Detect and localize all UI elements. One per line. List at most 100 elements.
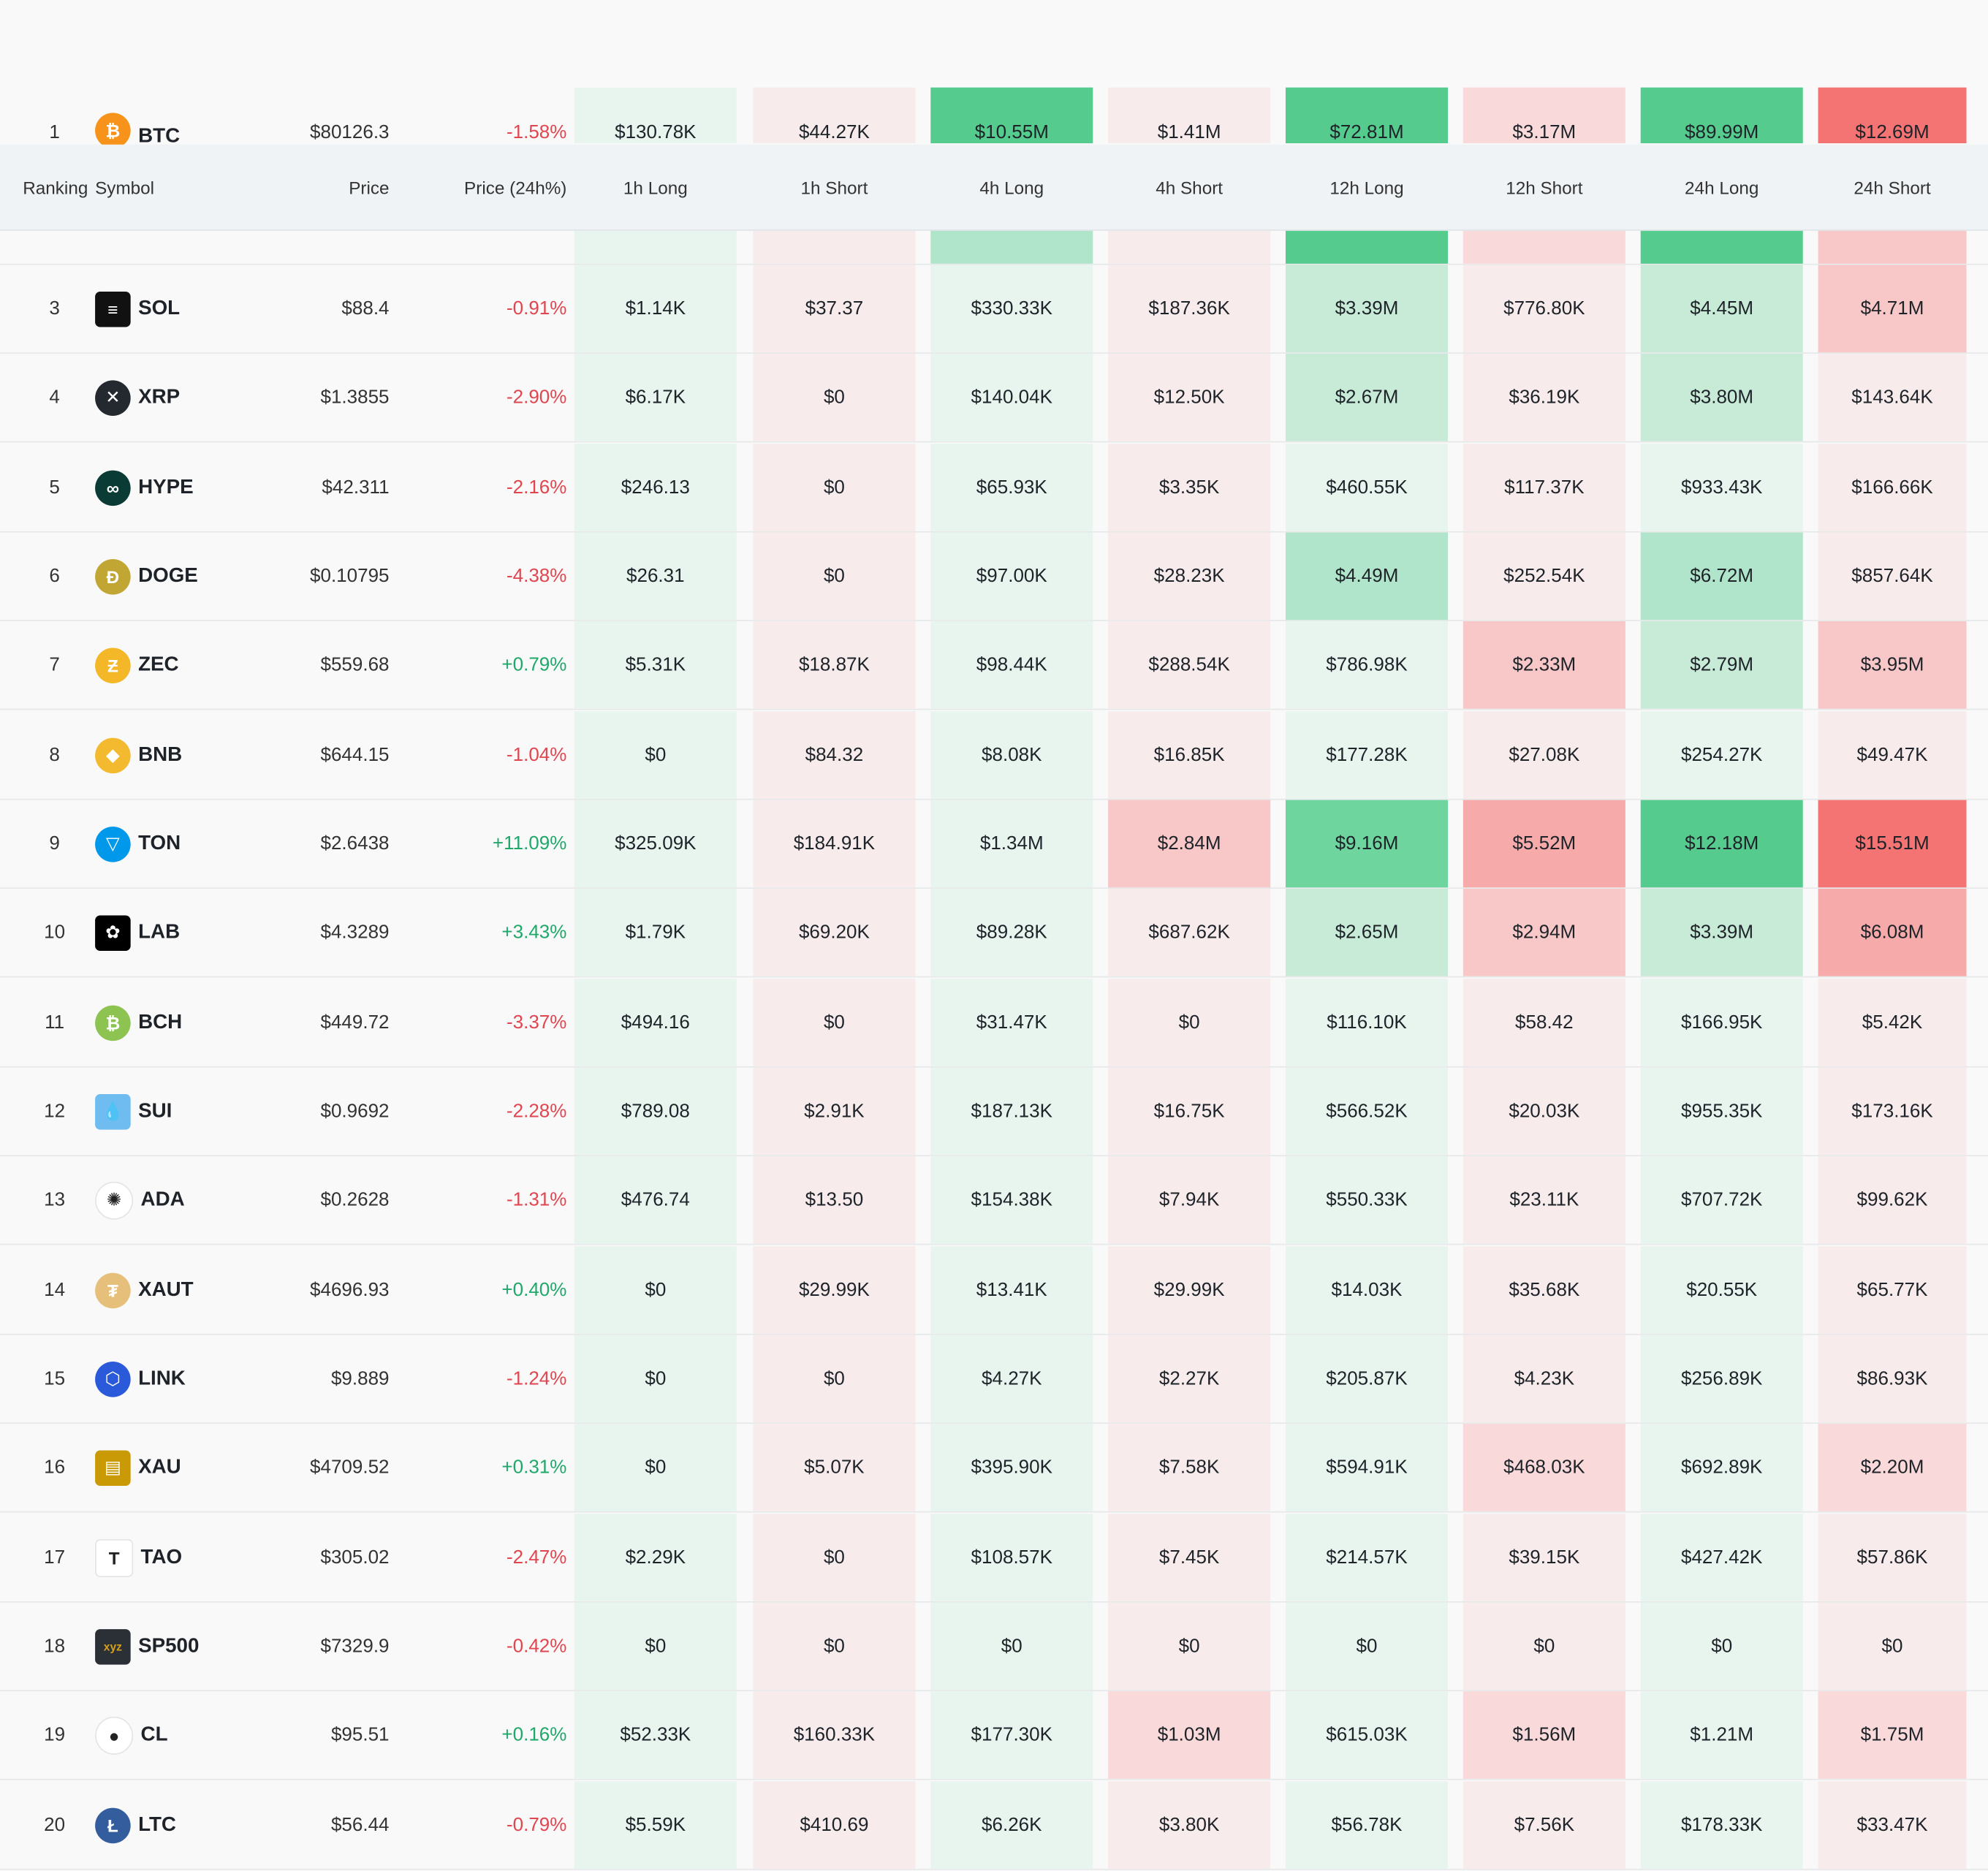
table-row[interactable]: 8 ◆ BNB $644.15 -1.04% $0 $84.32 $8.08K $16…: [0, 711, 1988, 800]
liquidation-24h-short: $57.86K: [1818, 1514, 1967, 1601]
header-symbol[interactable]: Symbol: [95, 176, 155, 197]
header-ranking[interactable]: Ranking: [23, 176, 88, 197]
liquidation-4h-long: $31.47K: [930, 979, 1093, 1066]
liquidation-4h-long: $0: [930, 1602, 1093, 1690]
symbol: LTC: [138, 1813, 176, 1835]
symbol-cell[interactable]: ✿ LAB: [95, 889, 273, 976]
header-price[interactable]: Price: [349, 176, 390, 197]
liquidation-12h-short: $5.52M: [1462, 800, 1625, 888]
table-row[interactable]: 6 Ð DOGE $0.10795 -4.38% $26.31 $0 $97.00K…: [0, 532, 1988, 622]
table-row[interactable]: 10 ✿ LAB $4.3289 +3.43% $1.79K $69.20K $89…: [0, 889, 1988, 978]
symbol-cell[interactable]: 💧 SUI: [95, 1068, 273, 1155]
price: $88.4: [341, 297, 390, 320]
symbol-cell[interactable]: ▽ TON: [95, 800, 273, 888]
liquidation-1h-short: $0: [753, 979, 916, 1066]
rank: 15: [44, 1367, 66, 1390]
symbol-cell[interactable]: Ł LTC: [95, 1781, 273, 1869]
symbol-cell[interactable]: ✕ XRP: [95, 354, 273, 441]
liquidation-4h-short: $12.50K: [1108, 353, 1271, 441]
symbol: ZEC: [138, 653, 179, 675]
symbol-cell[interactable]: ● CL: [95, 1691, 273, 1779]
symbol-cell[interactable]: T TAO: [95, 1514, 273, 1601]
liquidation-12h-long: $116.10K: [1285, 979, 1449, 1066]
liquidation-24h-short: $3.95M: [1818, 621, 1967, 709]
table-row[interactable]: 1 ₿ BTC $80126.3 -1.58% $130.78K $44.27K $…: [0, 87, 1988, 177]
symbol-cell[interactable]: ∞ HYPE: [95, 444, 273, 531]
liquidation-1h-short: $37.37: [753, 265, 916, 353]
price-change: -2.28%: [506, 1100, 567, 1123]
liquidation-4h-short: $2.84M: [1108, 800, 1271, 888]
table-row[interactable]: 3 ≡ SOL $88.4 -0.91% $1.14K $37.37 $330.33…: [0, 265, 1988, 354]
symbol: XRP: [138, 386, 181, 408]
table-row[interactable]: 19 ● CL $95.51 +0.16% $52.33K $160.33K $17…: [0, 1691, 1988, 1780]
header-4h-short[interactable]: 4h Short: [1156, 176, 1223, 197]
liquidation-24h-short: $2.20M: [1818, 1424, 1967, 1511]
liquidation-24h-long: $3.80M: [1640, 353, 1803, 441]
symbol: BNB: [138, 743, 183, 765]
liquidation-12h-long: $566.52K: [1285, 1067, 1449, 1155]
liquidation-1h-long: $26.31: [574, 532, 737, 620]
table-row[interactable]: 4 ✕ XRP $1.3855 -2.90% $6.17K $0 $140.04K $…: [0, 353, 1988, 443]
table-row[interactable]: 17 T TAO $305.02 -2.47% $2.29K $0 $108.57K…: [0, 1514, 1988, 1603]
header-1h-short[interactable]: 1h Short: [800, 176, 868, 197]
liquidation-4h-short: $0: [1108, 1602, 1271, 1690]
liquidation-12h-short: $23.11K: [1462, 1156, 1625, 1244]
symbol: LINK: [138, 1367, 186, 1389]
symbol-cell[interactable]: Ƶ ZEC: [95, 621, 273, 709]
table-row[interactable]: 12 💧 SUI $0.9692 -2.28% $789.08 $2.91K $18…: [0, 1067, 1988, 1157]
header-price-change[interactable]: Price (24h%): [464, 176, 567, 197]
liquidation-1h-long: $246.13: [574, 444, 737, 531]
liquidation-12h-long: $2.65M: [1285, 889, 1449, 976]
symbol-cell[interactable]: ⬡ LINK: [95, 1335, 273, 1423]
symbol-cell[interactable]: ✺ ADA: [95, 1156, 273, 1244]
rank: 7: [49, 654, 60, 676]
liquidation-12h-short: $58.42: [1462, 979, 1625, 1066]
header-24h-long[interactable]: 24h Long: [1685, 176, 1759, 197]
liquidation-1h-short: $2.91K: [753, 1067, 916, 1155]
symbol-cell[interactable]: ≡ SOL: [95, 265, 273, 353]
symbol-cell[interactable]: ₿ BCH: [95, 979, 273, 1066]
price-change: +0.16%: [501, 1724, 567, 1746]
liquidation-12h-short: $1.56M: [1462, 1691, 1625, 1779]
symbol-cell[interactable]: ₮ XAUT: [95, 1246, 273, 1334]
symbol-cell[interactable]: ◆ BNB: [95, 711, 273, 799]
table-row[interactable]: 11 ₿ BCH $449.72 -3.37% $494.16 $0 $31.47K…: [0, 979, 1988, 1068]
price-change: -0.79%: [506, 1814, 567, 1836]
liquidation-4h-short: $16.75K: [1108, 1067, 1271, 1155]
liquidation-12h-short: $2.94M: [1462, 889, 1625, 976]
table-row[interactable]: 14 ₮ XAUT $4696.93 +0.40% $0 $29.99K $13.4…: [0, 1246, 1988, 1335]
table-row[interactable]: 20 Ł LTC $56.44 -0.79% $5.59K $410.69 $6.2…: [0, 1781, 1988, 1870]
table-row[interactable]: 18 xyz SP500 $7329.9 -0.42% $0 $0 $0 $0 $0 $0…: [0, 1602, 1988, 1692]
header-1h-long[interactable]: 1h Long: [623, 176, 688, 197]
price: $4709.52: [309, 1457, 390, 1479]
table-row[interactable]: 15 ⬡ LINK $9.889 -1.24% $0 $0 $4.27K $2.27K…: [0, 1335, 1988, 1424]
price: $559.68: [320, 654, 390, 676]
symbol-cell[interactable]: ▤ XAU: [95, 1424, 273, 1511]
table-row[interactable]: 5 ∞ HYPE $42.311 -2.16% $246.13 $0 $65.93K…: [0, 444, 1988, 533]
header-4h-long[interactable]: 4h Long: [979, 176, 1044, 197]
symbol-cell[interactable]: xyz SP500: [95, 1603, 273, 1690]
liquidation-12h-long: $4.49M: [1285, 532, 1449, 620]
table-row[interactable]: 16 ▤ XAU $4709.52 +0.31% $0 $5.07K $395.90…: [0, 1424, 1988, 1513]
bittensor-icon: T: [95, 1538, 134, 1577]
price: $0.10795: [309, 565, 390, 588]
liquidation-4h-short: $687.62K: [1108, 889, 1271, 976]
table-row[interactable]: 13 ✺ ADA $0.2628 -1.31% $476.74 $13.50 $15…: [0, 1156, 1988, 1245]
symbol: XAUT: [138, 1278, 194, 1300]
solana-icon: ≡: [95, 291, 131, 327]
table-row[interactable]: 9 ▽ TON $2.6438 +11.09% $325.09K $184.91K…: [0, 800, 1988, 889]
header-12h-short[interactable]: 12h Short: [1506, 176, 1583, 197]
liquidation-4h-short: $7.58K: [1108, 1424, 1271, 1511]
rank: 4: [49, 387, 60, 409]
symbol-cell[interactable]: Ð DOGE: [95, 533, 273, 620]
liquidation-4h-long: $10.55M: [930, 87, 1093, 144]
liquidation-4h-short: $1.03M: [1108, 1691, 1271, 1779]
liquidation-1h-long: $1.14K: [574, 265, 737, 353]
symbol-cell[interactable]: ₿ BTC: [95, 88, 273, 148]
table-row[interactable]: 7 Ƶ ZEC $559.68 +0.79% $5.31K $18.87K $98.…: [0, 621, 1988, 710]
symbol: BCH: [138, 1011, 183, 1033]
bnb-icon: ◆: [95, 737, 131, 773]
header-24h-short[interactable]: 24h Short: [1854, 176, 1931, 197]
header-12h-long[interactable]: 12h Long: [1329, 176, 1404, 197]
price-change: -4.38%: [506, 565, 567, 588]
